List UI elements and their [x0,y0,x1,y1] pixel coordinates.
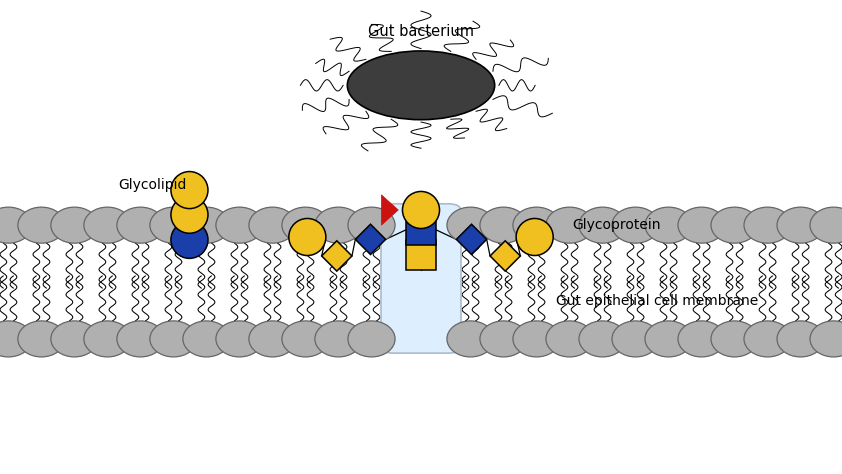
Ellipse shape [348,321,395,357]
Ellipse shape [546,321,593,357]
Ellipse shape [171,172,208,209]
Ellipse shape [18,207,65,243]
Ellipse shape [744,207,791,243]
Ellipse shape [513,207,560,243]
Ellipse shape [516,219,553,255]
Ellipse shape [282,207,329,243]
Ellipse shape [315,321,362,357]
Ellipse shape [810,207,842,243]
Text: Gut bacterium: Gut bacterium [368,24,474,39]
Ellipse shape [678,207,725,243]
Ellipse shape [84,321,131,357]
Ellipse shape [183,321,230,357]
Ellipse shape [51,207,98,243]
Ellipse shape [289,219,326,255]
Ellipse shape [711,207,758,243]
Ellipse shape [810,321,842,357]
Bar [406,215,436,245]
Ellipse shape [612,207,659,243]
Ellipse shape [171,196,208,233]
Ellipse shape [183,207,230,243]
Ellipse shape [171,221,208,258]
Ellipse shape [347,51,495,120]
Polygon shape [381,195,398,225]
Ellipse shape [348,207,395,243]
Ellipse shape [315,207,362,243]
Ellipse shape [777,207,824,243]
Ellipse shape [249,321,296,357]
Ellipse shape [480,207,527,243]
Ellipse shape [480,321,527,357]
Polygon shape [456,224,487,255]
Ellipse shape [447,207,494,243]
Ellipse shape [744,321,791,357]
Ellipse shape [777,321,824,357]
Text: Glycoprotein: Glycoprotein [573,218,661,232]
Polygon shape [355,224,386,255]
Ellipse shape [612,321,659,357]
Ellipse shape [117,321,164,357]
Ellipse shape [0,207,32,243]
Ellipse shape [546,207,593,243]
Ellipse shape [84,207,131,243]
Ellipse shape [645,207,692,243]
Ellipse shape [18,321,65,357]
Bar [406,240,436,270]
FancyBboxPatch shape [381,204,461,353]
Ellipse shape [51,321,98,357]
Ellipse shape [579,321,626,357]
Ellipse shape [513,321,560,357]
Ellipse shape [216,321,263,357]
Polygon shape [490,241,520,271]
Text: Glycolipid: Glycolipid [118,178,186,192]
Ellipse shape [447,321,494,357]
Ellipse shape [678,321,725,357]
Ellipse shape [216,207,263,243]
Text: Gut epithelial cell membrane: Gut epithelial cell membrane [556,294,758,308]
Ellipse shape [711,321,758,357]
Ellipse shape [150,321,197,357]
Polygon shape [322,241,352,271]
Ellipse shape [402,191,440,228]
Ellipse shape [150,207,197,243]
Ellipse shape [117,207,164,243]
Ellipse shape [249,207,296,243]
Ellipse shape [645,321,692,357]
Ellipse shape [579,207,626,243]
Ellipse shape [0,321,32,357]
Ellipse shape [282,321,329,357]
